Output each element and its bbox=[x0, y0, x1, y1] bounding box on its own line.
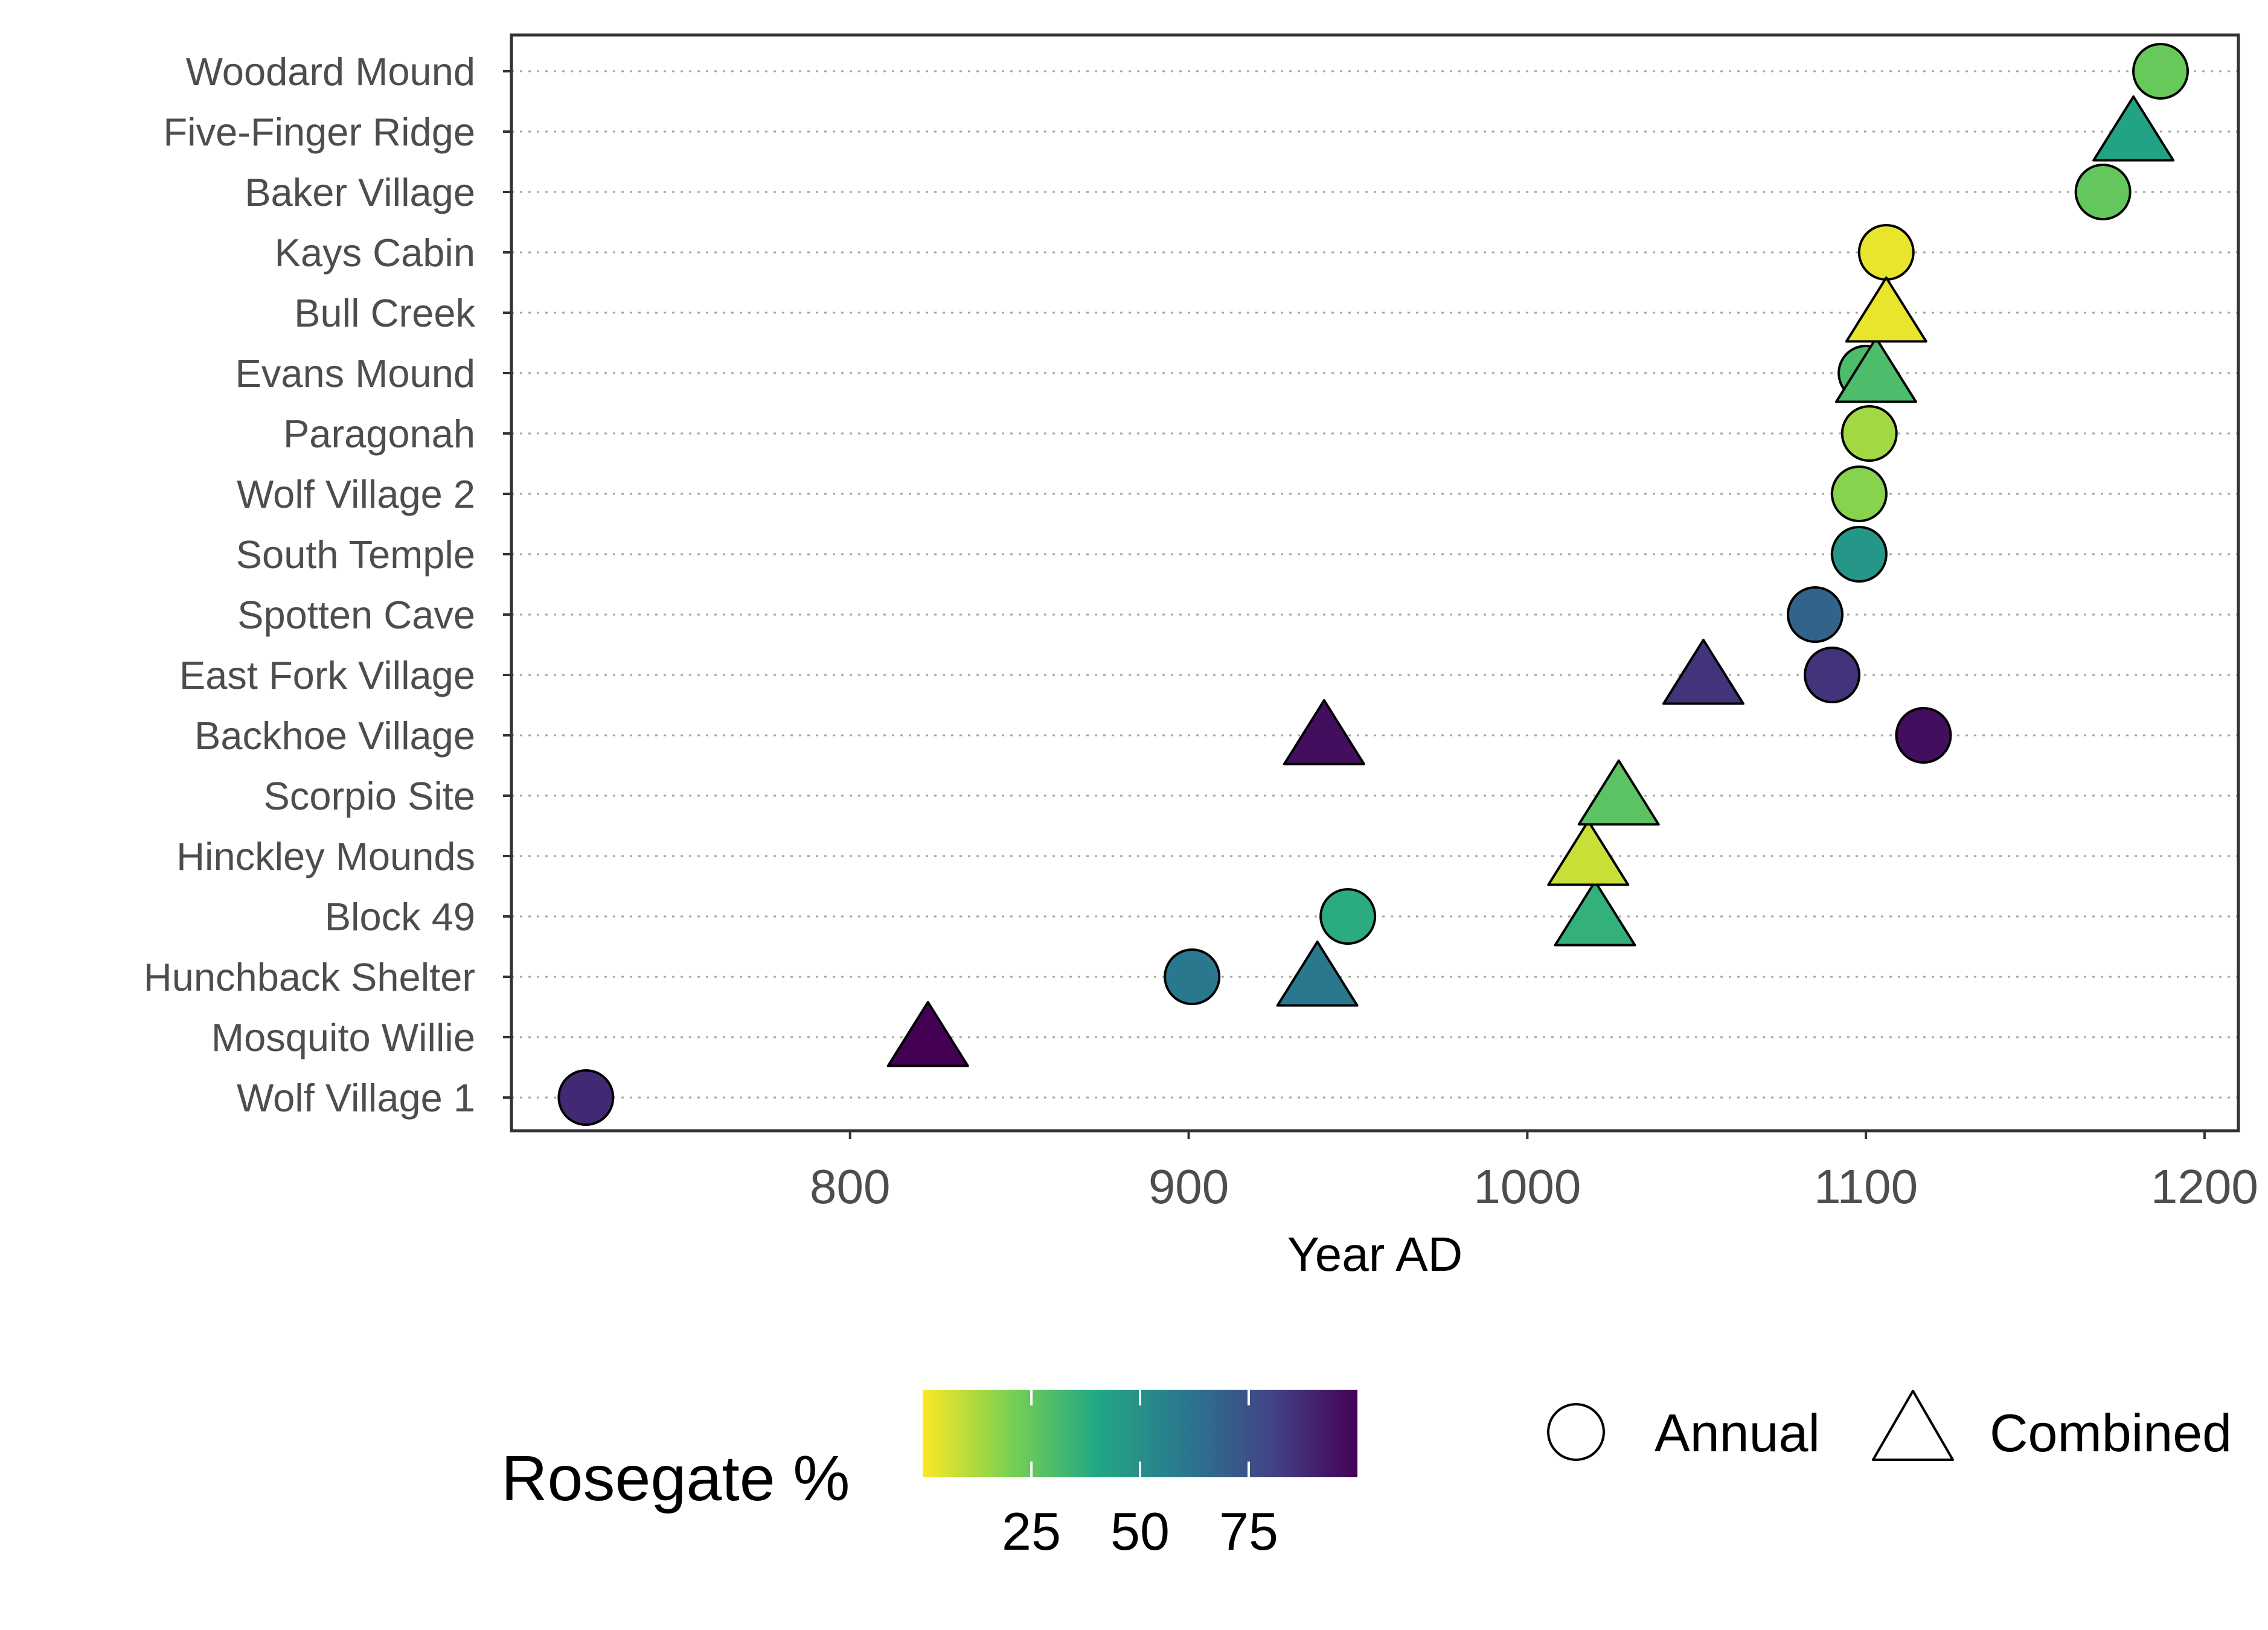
y-tick-label-five-finger-ridge: Five-Finger Ridge bbox=[163, 110, 475, 154]
x-axis-title: Year AD bbox=[1287, 1227, 1463, 1281]
colorbar-tick-label-25: 25 bbox=[1002, 1501, 1061, 1561]
point-combined-backhoe-village bbox=[1283, 699, 1365, 765]
y-tick-label-hinckley-mounds: Hinckley Mounds bbox=[176, 834, 475, 878]
y-tick-label-evans-mound: Evans Mound bbox=[235, 351, 475, 395]
y-tick-label-baker-village: Baker Village bbox=[245, 170, 475, 214]
y-tick-label-woodard-mound: Woodard Mound bbox=[186, 50, 475, 94]
colorbar-tick-label-50: 50 bbox=[1110, 1501, 1170, 1561]
point-annual-paragonah bbox=[1840, 405, 1898, 462]
y-tick-label-kays-cabin: Kays Cabin bbox=[275, 231, 475, 275]
y-tick-label-wolf-village-1: Wolf Village 1 bbox=[237, 1076, 475, 1120]
y-tick-label-wolf-village-2: Wolf Village 2 bbox=[237, 472, 475, 516]
point-combined-bull-creek bbox=[1845, 276, 1927, 343]
point-combined-scorpio-site bbox=[1577, 759, 1660, 826]
y-tick-label-spotten-cave: Spotten Cave bbox=[237, 593, 475, 637]
y-tick-label-bull-creek: Bull Creek bbox=[294, 291, 475, 335]
x-tick-label-1100: 1100 bbox=[1814, 1160, 1918, 1213]
y-tick-label-mosquito-willie: Mosquito Willie bbox=[211, 1015, 475, 1060]
plot-panel-border bbox=[510, 33, 2240, 1133]
point-combined-hinckley-mounds bbox=[1547, 820, 1630, 886]
point-combined-mosquito-willie bbox=[886, 1001, 969, 1067]
point-annual-baker-village bbox=[2074, 164, 2132, 220]
point-annual-south-temple bbox=[1830, 526, 1888, 583]
point-annual-east-fork-village bbox=[1804, 647, 1861, 703]
legend-key-combined bbox=[1872, 1390, 1954, 1461]
legend-key-annual bbox=[1547, 1403, 1605, 1461]
y-tick-label-south-temple: South Temple bbox=[236, 532, 475, 577]
y-tick-label-hunchback-shelter: Hunchback Shelter bbox=[144, 955, 475, 999]
x-tick-label-900: 900 bbox=[1148, 1160, 1229, 1213]
colorbar-title: Rosegate % bbox=[501, 1443, 850, 1514]
y-tick-label-scorpio-site: Scorpio Site bbox=[264, 774, 475, 818]
point-annual-block-49 bbox=[1319, 888, 1377, 945]
x-tick-label-1000: 1000 bbox=[1473, 1160, 1581, 1213]
grid-lines bbox=[511, 70, 2238, 1099]
legend-label-combined: Combined bbox=[1990, 1403, 2232, 1463]
y-axis: Wolf Village 1 Mosquito Willie Hunchback S… bbox=[144, 50, 511, 1120]
x-tick-label-800: 800 bbox=[810, 1160, 890, 1213]
y-tick-label-east-fork-village: East Fork Village bbox=[179, 653, 475, 697]
colorbar-ticks: 25 50 75 bbox=[1002, 1390, 1278, 1561]
shape-legend: Annual Combined bbox=[1547, 1390, 2232, 1463]
data-points bbox=[557, 43, 2190, 1126]
point-annual-spotten-cave bbox=[1787, 586, 1844, 643]
legend-label-annual: Annual bbox=[1655, 1403, 1820, 1463]
x-tick-label-1200: 1200 bbox=[2151, 1160, 2258, 1213]
point-annual-wolf-village-2 bbox=[1830, 465, 1888, 522]
point-annual-hunchback-shelter bbox=[1164, 948, 1221, 1005]
point-combined-evans-mound bbox=[1834, 337, 1917, 403]
point-combined-block-49 bbox=[1554, 880, 1636, 947]
point-combined-hunchback-shelter bbox=[1276, 941, 1359, 1007]
y-tick-label-backhoe-village: Backhoe Village bbox=[194, 714, 475, 758]
point-combined-east-fork-village bbox=[1662, 639, 1744, 705]
point-combined-five-finger-ridge bbox=[2092, 95, 2175, 162]
point-annual-backhoe-village bbox=[1895, 707, 1952, 764]
point-annual-wolf-village-1 bbox=[557, 1069, 615, 1126]
y-tick-label-paragonah: Paragonah bbox=[283, 412, 475, 456]
x-axis: 800 900 1000 1100 1200 bbox=[810, 1131, 2258, 1213]
y-tick-label-block-49: Block 49 bbox=[325, 895, 475, 939]
colorbar-tick-label-75: 75 bbox=[1219, 1501, 1278, 1561]
point-annual-kays-cabin bbox=[1857, 224, 1915, 281]
point-annual-woodard-mound bbox=[2132, 43, 2190, 100]
legend: Rosegate % 25 50 75 Annual Combined bbox=[501, 1390, 2232, 1561]
